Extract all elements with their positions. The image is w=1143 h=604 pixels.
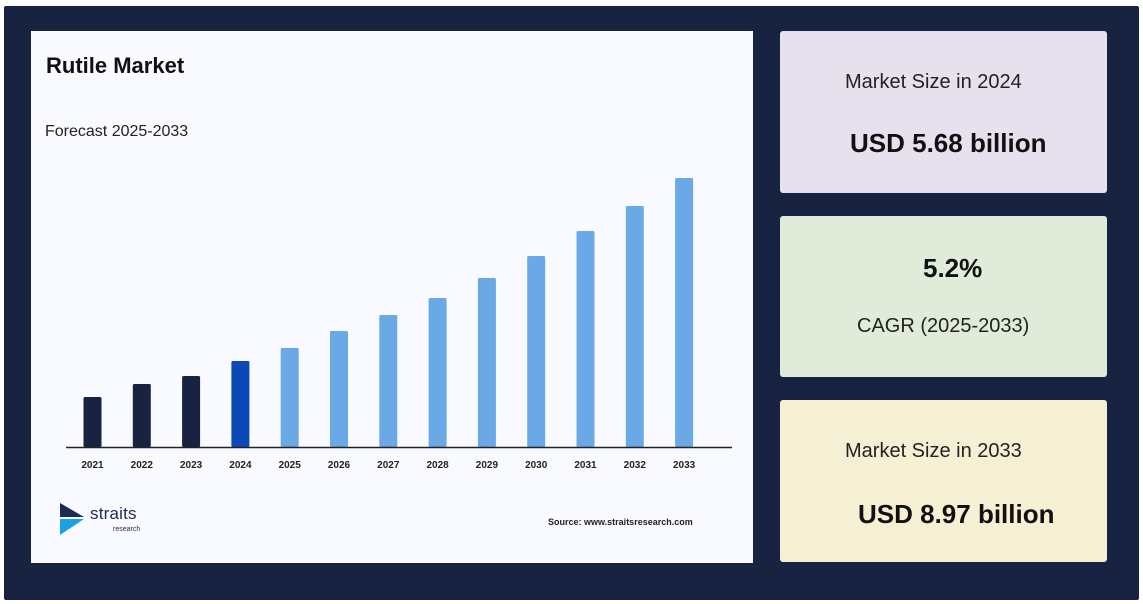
bar-2024 <box>231 361 250 447</box>
bar-2029 <box>477 278 496 447</box>
card-value: 5.2% <box>923 253 983 283</box>
logo-subtext: research <box>113 526 141 533</box>
straits-logo-icon <box>60 503 84 535</box>
bar-2032 <box>625 206 644 447</box>
bar-2023 <box>182 376 201 447</box>
x-tick-label: 2030 <box>525 460 548 471</box>
x-tick-label: 2027 <box>377 460 400 471</box>
stat-card-market-size-2024: Market Size in 2024 USD 5.68 billion <box>780 31 1107 193</box>
x-tick-label: 2032 <box>624 460 647 471</box>
bar-2031 <box>576 231 595 447</box>
x-tick-label: 2029 <box>476 460 499 471</box>
x-tick-label: 2022 <box>131 460 154 471</box>
x-tick-label: 2021 <box>81 460 104 471</box>
stat-card-market-size-2033: Market Size in 2033 USD 8.97 billion <box>780 400 1107 562</box>
bar-2028 <box>428 298 447 447</box>
bar-chart: 2021 2022 2023 2024 2025 2026 2027 2028 2029 2030… <box>66 178 732 471</box>
source-credit: Source: www.straitsresearch.com <box>548 517 693 527</box>
bar-2030 <box>527 256 546 447</box>
bar-2025 <box>280 348 299 447</box>
x-tick-label: 2025 <box>279 460 302 471</box>
x-tick-label: 2023 <box>180 460 203 471</box>
logo-wordmark: straits <box>90 504 137 523</box>
bar-2021 <box>83 397 102 447</box>
stat-card-cagr: 5.2% CAGR (2025-2033) <box>780 216 1107 377</box>
bar-2033 <box>675 178 694 447</box>
straits-logo: straits research <box>58 501 178 541</box>
card-label: Market Size in 2033 <box>845 440 1022 462</box>
bar-2026 <box>330 331 348 447</box>
card-value: USD 8.97 billion <box>858 499 1055 529</box>
chart-subtitle: Forecast 2025-2033 <box>45 123 189 140</box>
x-tick-label: 2024 <box>229 460 252 471</box>
card-label: CAGR (2025-2033) <box>857 315 1030 337</box>
x-tick-label: 2026 <box>328 460 351 471</box>
card-value: USD 5.68 billion <box>850 128 1047 158</box>
card-label: Market Size in 2024 <box>845 71 1022 93</box>
chart-title: Rutile Market <box>46 53 185 78</box>
x-tick-label: 2028 <box>426 460 449 471</box>
bar-2027 <box>379 315 398 447</box>
x-tick-label: 2031 <box>574 460 597 471</box>
x-tick-label: 2033 <box>673 460 696 471</box>
chart-panel: Rutile Market Forecast 2025-2033 2021 202… <box>31 31 753 563</box>
bar-2022 <box>132 384 151 447</box>
